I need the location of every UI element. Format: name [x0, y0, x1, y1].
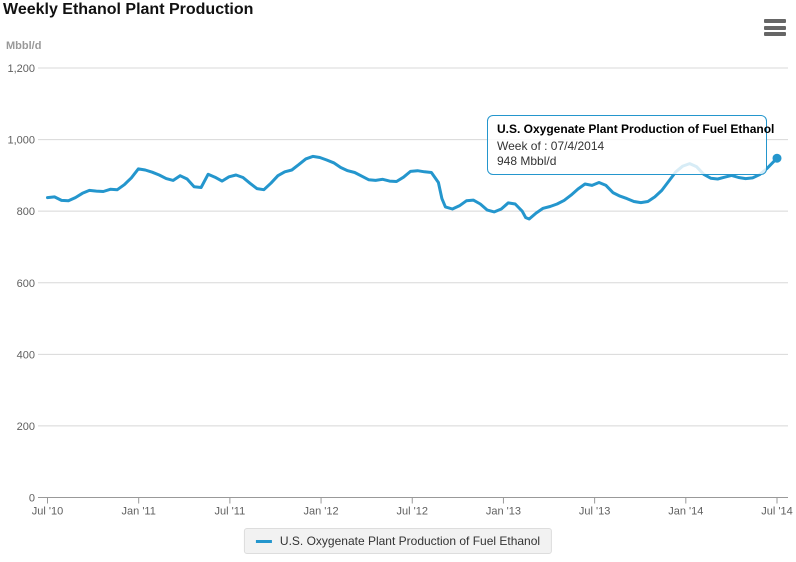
legend-item[interactable]: U.S. Oxygenate Plant Production of Fuel … — [243, 528, 553, 554]
svg-text:600: 600 — [17, 278, 35, 290]
svg-text:Jul '12: Jul '12 — [397, 506, 428, 518]
chart-plot-area[interactable]: 0 200 400 600 800 1,000 1,200 Jul '10 Jan '11 Jul… — [0, 0, 796, 522]
legend-line-swatch — [255, 539, 272, 543]
svg-text:400: 400 — [17, 349, 35, 361]
chart-title: Weekly Ethanol Plant Production — [3, 1, 254, 18]
tooltip-series-name: U.S. Oxygenate Plant Production of Fuel … — [497, 122, 775, 136]
svg-text:Jan '11: Jan '11 — [122, 506, 156, 518]
chart-context-menu-button[interactable] — [764, 19, 786, 36]
svg-text:Jul '14: Jul '14 — [761, 506, 792, 518]
tooltip-week: Week of : 07/4/2014 — [497, 139, 605, 153]
svg-text:200: 200 — [17, 421, 35, 433]
svg-text:Jan '13: Jan '13 — [486, 506, 521, 518]
svg-text:Jul '13: Jul '13 — [579, 506, 610, 518]
svg-text:Jan '12: Jan '12 — [303, 506, 338, 518]
svg-text:0: 0 — [29, 493, 35, 505]
svg-text:Jul '10: Jul '10 — [32, 506, 63, 518]
series-line[interactable] — [46, 154, 779, 221]
svg-text:1,000: 1,000 — [7, 135, 35, 147]
tooltip: U.S. Oxygenate Plant Production of Fuel … — [487, 115, 775, 175]
svg-text:1,200: 1,200 — [7, 63, 35, 75]
y-axis-title: Mbbl/d — [6, 40, 42, 52]
svg-text:800: 800 — [17, 206, 35, 218]
hamburger-icon — [764, 25, 786, 30]
svg-text:Jan '14: Jan '14 — [668, 506, 703, 518]
hamburger-icon — [764, 19, 786, 23]
legend-label: U.S. Oxygenate Plant Production of Fuel … — [279, 534, 541, 548]
svg-text:Jul '11: Jul '11 — [215, 506, 246, 518]
tooltip-value: 948 Mbbl/d — [497, 154, 557, 168]
hovered-point-marker[interactable] — [772, 153, 782, 163]
hamburger-icon — [764, 32, 786, 36]
